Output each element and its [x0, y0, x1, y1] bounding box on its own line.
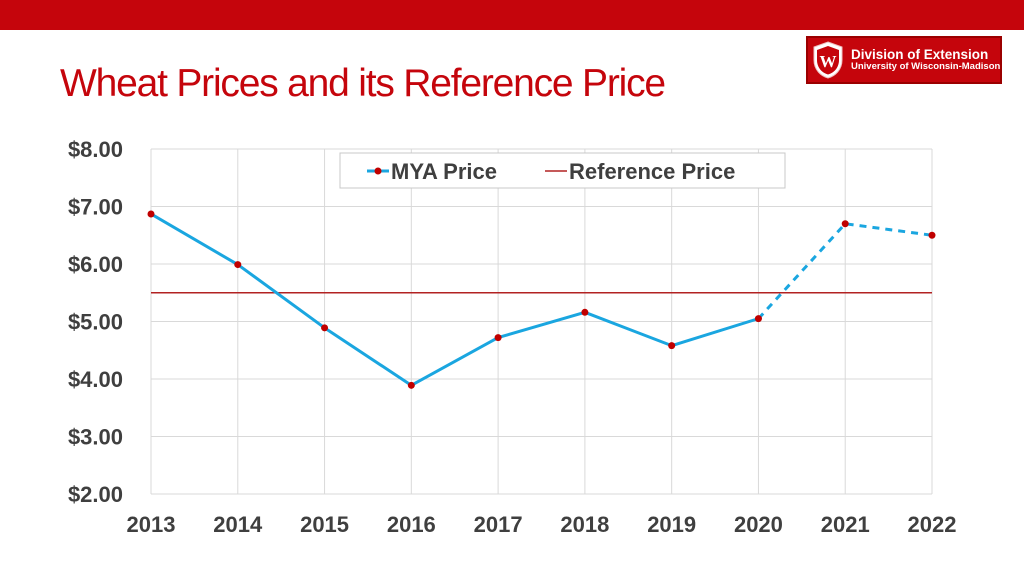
axis-labels: $2.00 $3.00 $4.00 $5.00 $6.00 $7.00 $8.00 2013 2… [68, 137, 957, 537]
mya-price-point [841, 220, 849, 228]
series-layer [147, 210, 936, 389]
x-tick-label: 2019 [647, 512, 696, 537]
y-tick-label: $6.00 [68, 252, 123, 277]
x-tick-label: 2015 [300, 512, 349, 537]
uw-crest-icon: W [813, 41, 843, 79]
mya-price-line-projected [757, 222, 933, 320]
mya-price-point [147, 210, 155, 218]
x-tick-label: 2018 [560, 512, 609, 537]
logo-line-division: Division of Extension [851, 46, 989, 62]
mya-price-point [321, 324, 329, 332]
slide-title: Wheat Prices and its Reference Price [60, 62, 666, 105]
x-tick-label: 2014 [213, 512, 263, 537]
x-tick-label: 2021 [821, 512, 870, 537]
y-tick-label: $4.00 [68, 367, 123, 392]
x-tick-label: 2016 [387, 512, 436, 537]
x-tick-label: 2013 [127, 512, 176, 537]
y-tick-label: $2.00 [68, 482, 123, 507]
crest-letter: W [820, 52, 837, 71]
mya-price-point [581, 308, 589, 316]
mya-price-point [668, 342, 676, 350]
x-tick-label: 2017 [474, 512, 523, 537]
y-tick-label: $7.00 [68, 195, 123, 220]
gridlines [150, 148, 933, 495]
mya-price-point [754, 315, 762, 323]
legend-label-reference-price: Reference Price [569, 159, 735, 184]
x-tick-label: 2020 [734, 512, 783, 537]
mya-price-line-actual [150, 212, 759, 387]
mya-price-point [928, 231, 936, 239]
y-tick-label: $5.00 [68, 310, 123, 335]
mya-price-point [234, 261, 242, 269]
mya-price-point [494, 334, 502, 342]
legend: MYA Price Reference Price [339, 152, 786, 189]
x-tick-label: 2022 [908, 512, 957, 537]
mya-price-point [407, 381, 415, 389]
y-tick-label: $8.00 [68, 137, 123, 162]
legend-marker-mya-price [374, 167, 382, 175]
y-tick-label: $3.00 [68, 425, 123, 450]
extension-logo: W Division of Extension University of Wi… [806, 36, 1002, 84]
top-accent-bar [0, 0, 1024, 30]
logo-line-university: University of Wisconsin-Madison [851, 61, 1001, 73]
legend-box [339, 152, 786, 189]
legend-label-mya-price: MYA Price [391, 159, 497, 184]
